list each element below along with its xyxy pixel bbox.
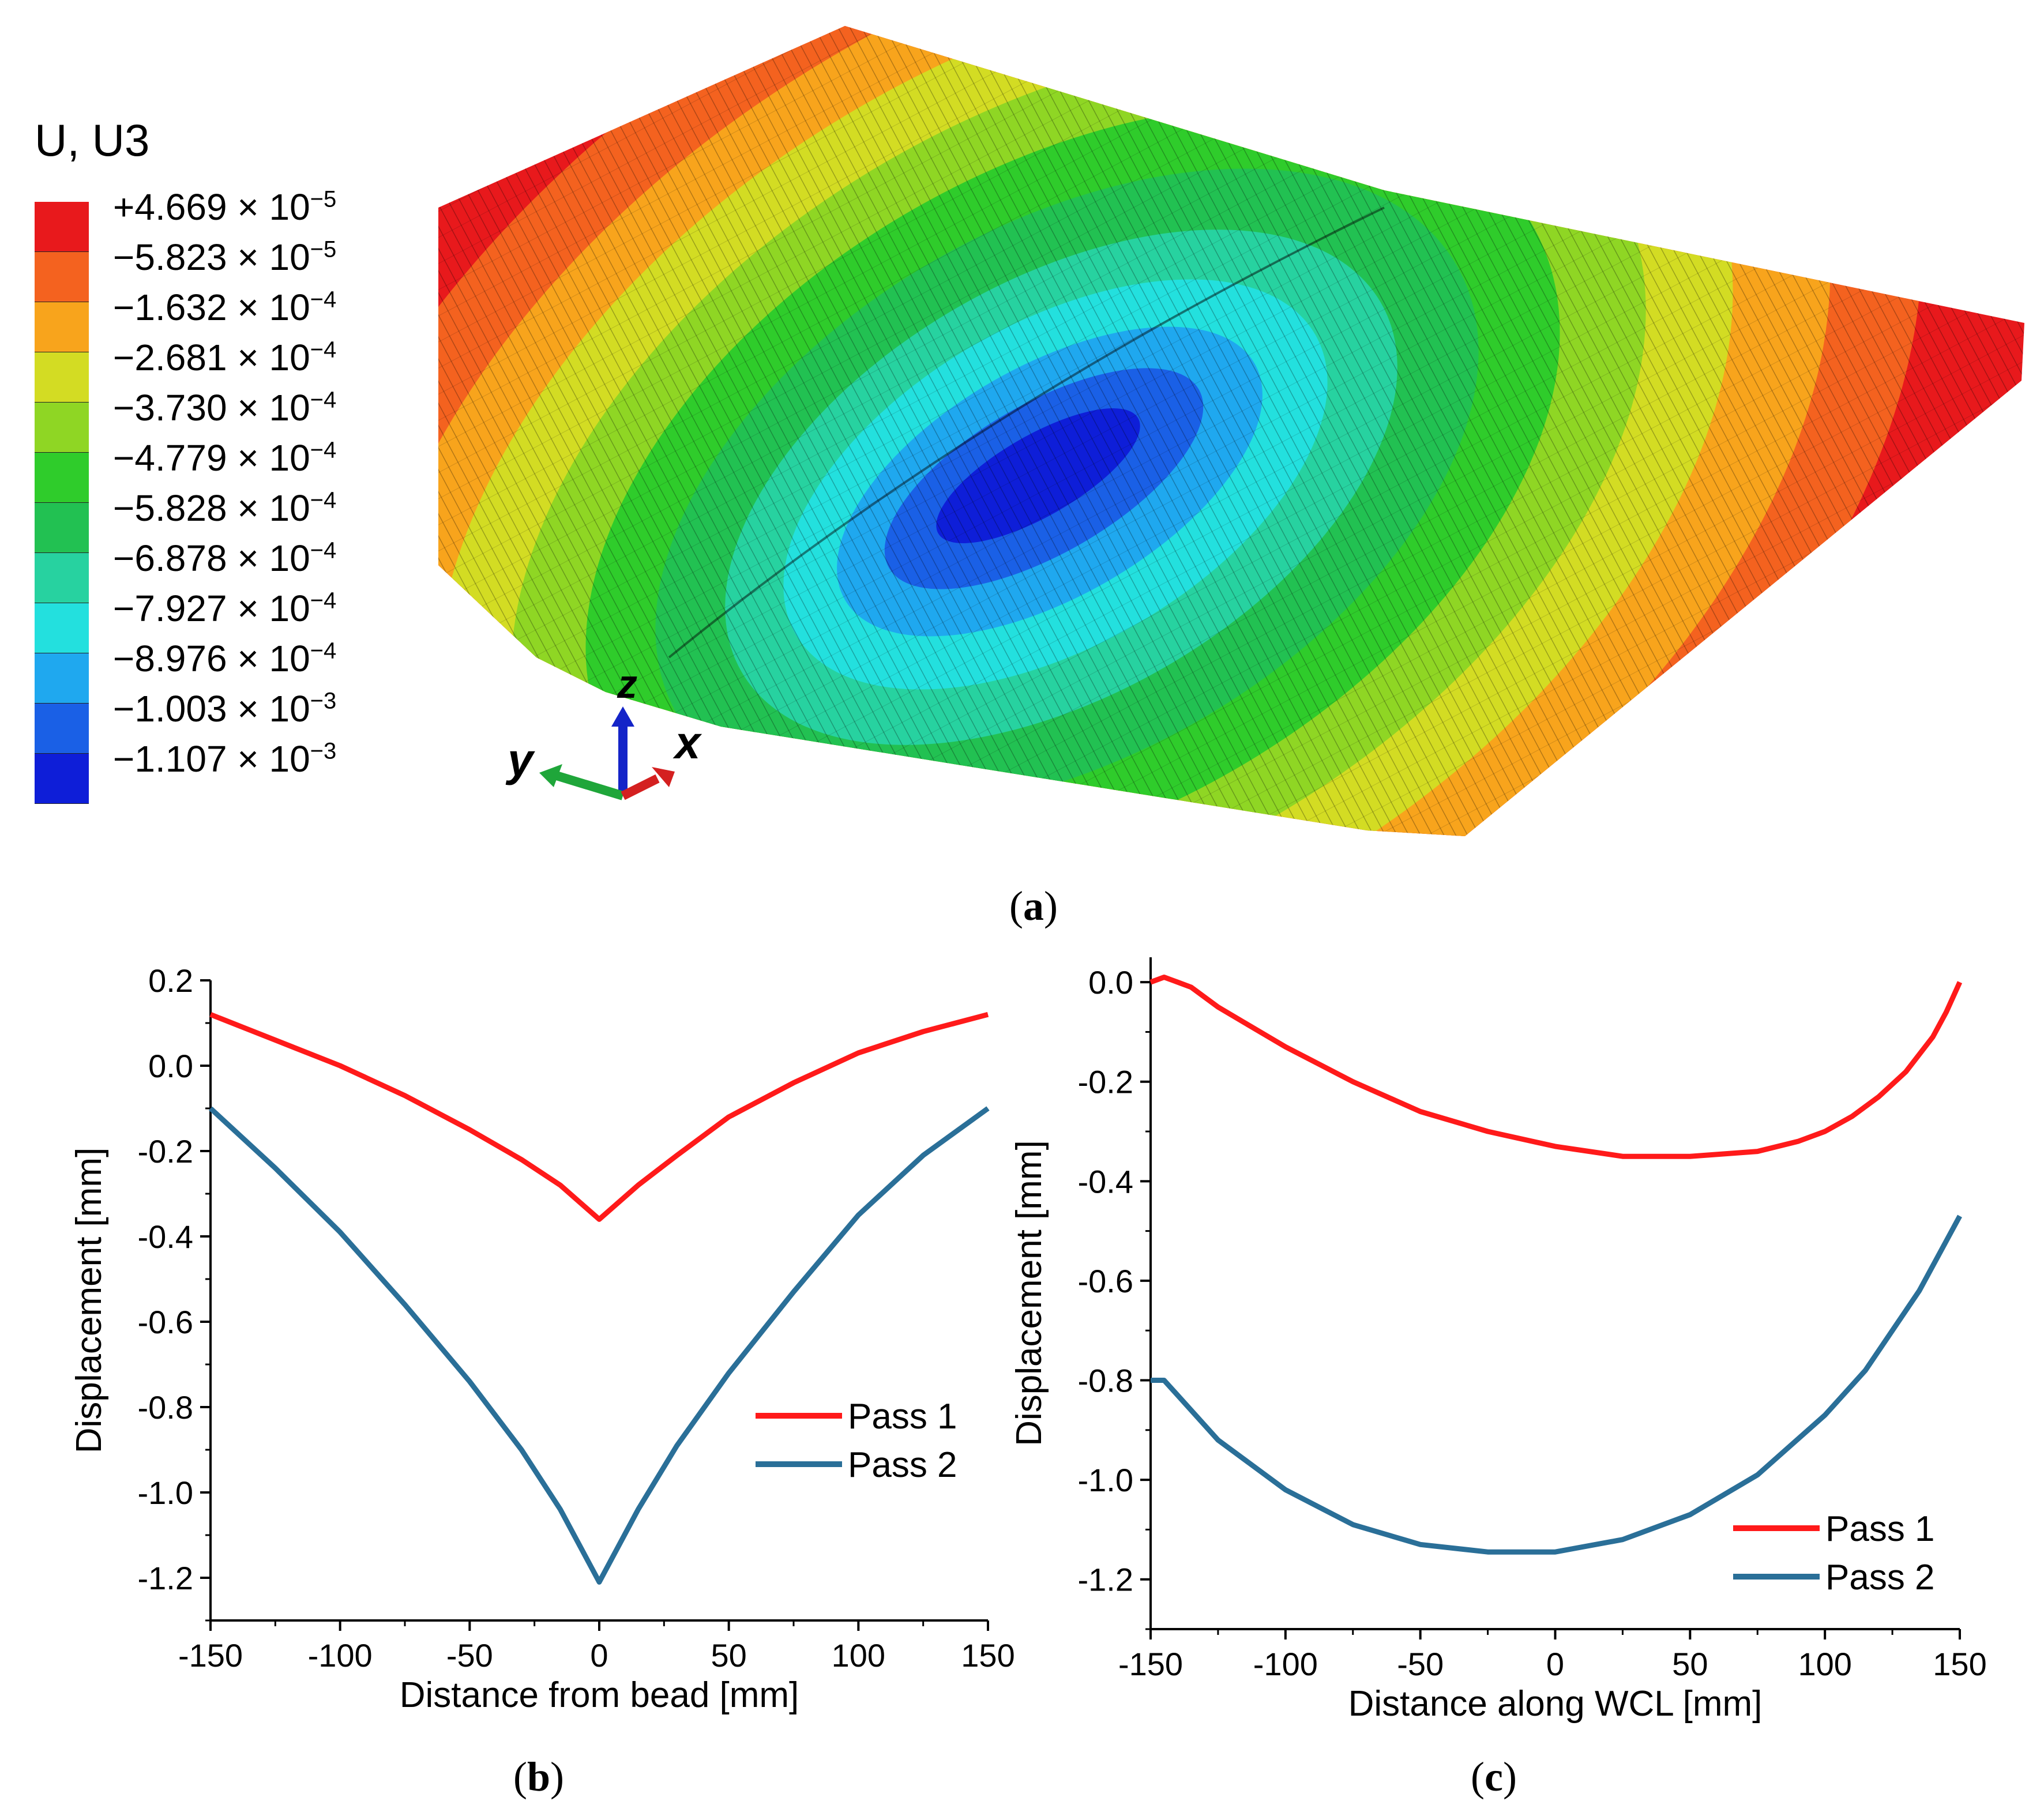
legend-swatch [35, 453, 89, 503]
legend-level-label: −8.976 × 10−4 [113, 638, 337, 679]
legend-level-label: −1.003 × 10−3 [113, 688, 337, 729]
legend-level-label: −3.730 × 10−4 [113, 387, 337, 428]
y-tick-label: -0.2 [1078, 1064, 1134, 1100]
legend-level-label: −5.823 × 10−5 [113, 236, 337, 278]
x-tick-label: 0 [590, 1637, 608, 1674]
y-tick-label: -0.4 [138, 1219, 194, 1255]
y-axis-label: Displacement [mm] [69, 1148, 109, 1454]
y-tick-label: -0.6 [138, 1304, 194, 1340]
legend-swatch [35, 202, 89, 252]
x-tick-label: 150 [961, 1637, 1015, 1674]
axis-triad: z y x [505, 661, 702, 800]
x-tick-label: 50 [1672, 1646, 1708, 1682]
y-tick-label: -0.4 [1078, 1163, 1134, 1199]
y-tick-label: -0.6 [1078, 1263, 1134, 1299]
legend-label-2: Pass 2 [1825, 1558, 1935, 1597]
panel-a-caption: (a) [1009, 883, 1058, 929]
x-axis-label: Distance from bead [mm] [400, 1675, 799, 1715]
axis-z-label: z [617, 661, 637, 706]
weld-bead-line [668, 206, 1385, 659]
x-axis-label: Distance along WCL [mm] [1348, 1684, 1763, 1724]
legend-swatch [35, 252, 89, 302]
panel-c-caption: (c) [1471, 1754, 1517, 1800]
legend-swatch [35, 653, 89, 704]
legend-label-2: Pass 2 [848, 1445, 957, 1485]
x-tick-label: -50 [446, 1637, 493, 1674]
x-tick-label: -50 [1397, 1646, 1444, 1682]
series-line-2 [208, 1106, 990, 1585]
legend-swatch [35, 302, 89, 352]
legend-level-label: −1.632 × 10−4 [113, 287, 337, 328]
legend-swatch [35, 603, 89, 653]
y-tick-label: -1.2 [138, 1560, 194, 1596]
y-axis-label: Displacement [mm] [1009, 1140, 1049, 1446]
x-tick-label: 50 [711, 1637, 747, 1674]
x-tick-label: 0 [1546, 1646, 1564, 1682]
x-tick-label: 100 [832, 1637, 885, 1674]
x-tick-label: -100 [308, 1637, 373, 1674]
legend-swatch [35, 503, 89, 553]
legend-swatch [35, 403, 89, 453]
y-tick-label: 0.0 [1088, 964, 1133, 1001]
legend-swatch [35, 754, 89, 804]
x-tick-label: -150 [178, 1637, 243, 1674]
series-line-1 [1149, 975, 1963, 1159]
color-legend-bar [35, 202, 89, 804]
plate-contour-plot: z y x [438, 26, 2024, 836]
y-tick-label: -1.2 [1078, 1562, 1134, 1598]
x-tick-label: 100 [1798, 1646, 1851, 1682]
legend-level-label: −2.681 × 10−4 [113, 337, 337, 378]
legend-label-1: Pass 1 [1825, 1509, 1935, 1549]
x-tick-label: -150 [1118, 1646, 1183, 1682]
legend-level-label: −4.779 × 10−4 [113, 437, 337, 479]
axis-x-label: x [672, 717, 702, 768]
series-line-1 [209, 1011, 989, 1222]
y-tick-label: -1.0 [1078, 1462, 1134, 1498]
x-tick-label: -100 [1253, 1646, 1318, 1682]
legend-level-label: −6.878 × 10−4 [113, 537, 337, 579]
y-tick-label: -0.8 [1078, 1363, 1134, 1399]
series-line-2 [1151, 1214, 1962, 1555]
legend-title: U, U3 [35, 115, 150, 166]
y-tick-label: -0.8 [138, 1389, 194, 1426]
y-tick-label: 0.2 [148, 962, 193, 999]
plate-surface [438, 26, 2024, 836]
legend-label-1: Pass 1 [848, 1397, 957, 1437]
y-tick-label: -0.2 [138, 1133, 194, 1170]
legend-swatch [35, 553, 89, 603]
legend-swatch [35, 704, 89, 754]
legend-level-label: −5.828 × 10−4 [113, 487, 337, 529]
legend-swatch [35, 352, 89, 403]
legend-level-label: +4.669 × 10−5 [113, 186, 337, 228]
y-tick-label: 0.0 [148, 1048, 193, 1084]
legend-level-label: −7.927 × 10−4 [113, 588, 337, 629]
chart-b: -150 -100 -50 0 50 100 150 0.2 0.0 -0.2 -0.4 -0.6 -0… [69, 962, 1015, 1715]
y-tick-label: -1.0 [138, 1475, 194, 1511]
legend-level-label: −1.107 × 10−3 [113, 738, 337, 780]
x-tick-label: 150 [1933, 1646, 1986, 1682]
axis-y-label: y [505, 734, 535, 785]
panel-b-caption: (b) [513, 1754, 565, 1800]
chart-c: -150 -100 -50 0 50 100 150 0.0 -0.2 -0.4 -0.6 -0.8 -… [1009, 957, 1987, 1724]
